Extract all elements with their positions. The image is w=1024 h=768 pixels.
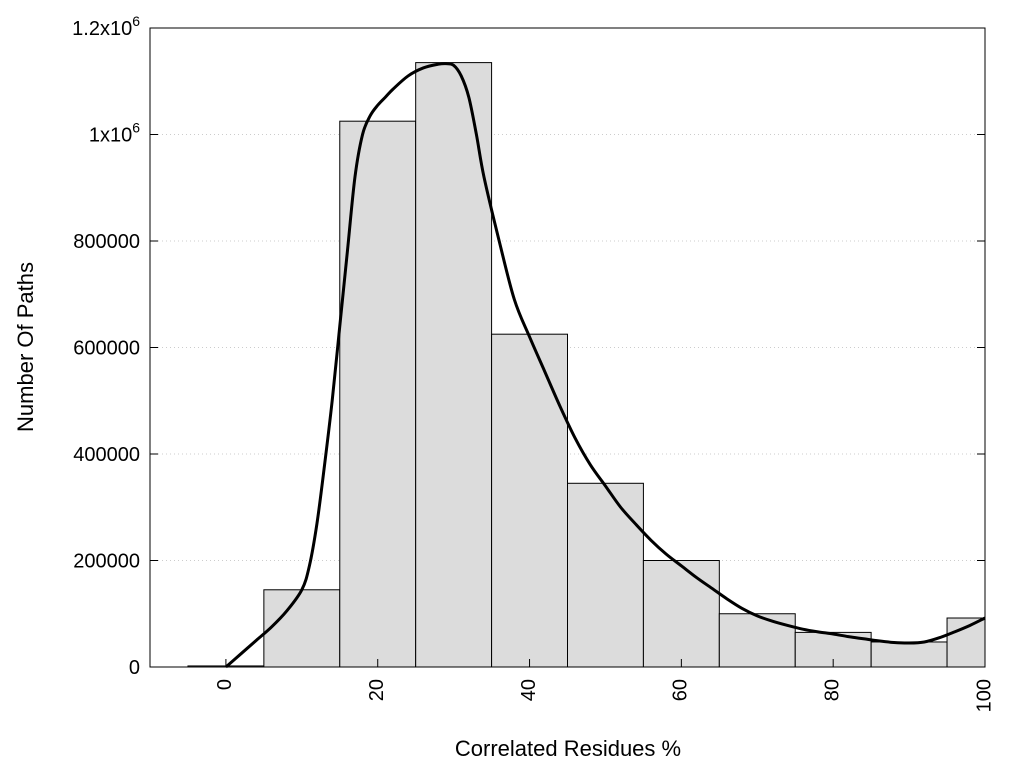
x-tick-label: 60 [670,679,692,701]
x-tick-label: 0 [214,679,236,690]
x-axis-ticks: 0 20 40 60 80 100 [214,659,995,712]
histogram-bar [567,482,644,668]
y-tick-label: 0 [129,657,140,679]
y-axis-ticks: 0 200000 400000 600000 800000 1x106 1.2x106 [72,13,985,679]
y-tick-label: 1.2x106 [72,13,140,40]
histogram-bar [870,641,948,668]
histogram-bar [642,560,720,668]
histogram-bars [187,62,986,668]
histogram-bar [263,589,341,668]
histogram-bar [491,333,568,668]
x-axis-title: Correlated Residues % [455,736,681,761]
y-tick-label: 1x106 [89,120,140,147]
y-tick-label: 200000 [73,551,140,573]
x-tick-label: 40 [518,679,540,701]
x-tick-label: 80 [821,679,843,701]
y-tick-label: 400000 [73,444,140,466]
y-tick-label: 800000 [73,231,140,253]
y-tick-label: 600000 [73,338,140,360]
x-tick-label: 100 [973,679,995,712]
density-curve [224,62,986,669]
histogram-bar [718,613,796,668]
y-axis-title: Number Of Paths [13,262,38,432]
density-curve-layer [224,62,986,669]
histogram-bar [946,617,986,668]
x-tick-label: 20 [366,679,388,701]
